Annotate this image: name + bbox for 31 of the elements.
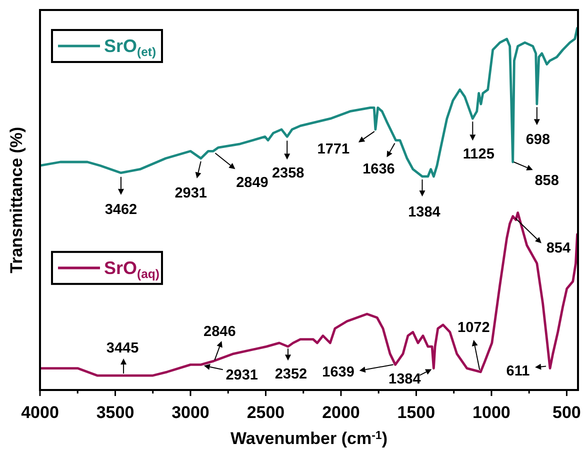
x-tick-label: 3000 [172, 403, 210, 422]
annotation: 698 [526, 132, 550, 148]
annotation: 1384 [388, 371, 421, 388]
annotation: 2931 [174, 185, 208, 202]
annotation: 3445 [106, 340, 139, 357]
annotation: 1639 [322, 364, 354, 381]
x-tick-label: 500 [552, 403, 581, 422]
annotation: 2846 [204, 324, 236, 340]
x-axis-title: Wavenumber (cm$^{-1}$) [230, 429, 388, 448]
annotation: 2358 [272, 166, 304, 182]
annotation: 2849 [236, 175, 268, 192]
annotation: 611 [506, 363, 530, 380]
annotation: 3462 [104, 202, 138, 218]
legend-label: SrO$_{(aq)}$ [104, 258, 160, 281]
x-tick-label: 3500 [96, 403, 134, 422]
annotation: 858 [534, 173, 559, 189]
annotation: 1771 [317, 141, 350, 158]
annotation: 854 [546, 240, 571, 256]
x-tick-label: 1500 [397, 403, 436, 422]
annotation: 1636 [362, 161, 395, 178]
annotation: 1125 [462, 146, 494, 163]
legend-label: SrO$_{(et)}$ [104, 36, 156, 59]
y-axis-title: Transmittance (%) [7, 126, 26, 274]
annotation: 1384 [408, 204, 440, 220]
annotation: 2931 [226, 368, 258, 384]
annotation: 2352 [274, 366, 308, 383]
annotation: 1072 [458, 320, 490, 336]
x-tick-label: 2500 [246, 403, 285, 422]
x-tick-label: 2000 [322, 403, 360, 422]
x-tick-label: 4000 [21, 403, 59, 422]
x-tick-label: 1000 [472, 403, 510, 422]
